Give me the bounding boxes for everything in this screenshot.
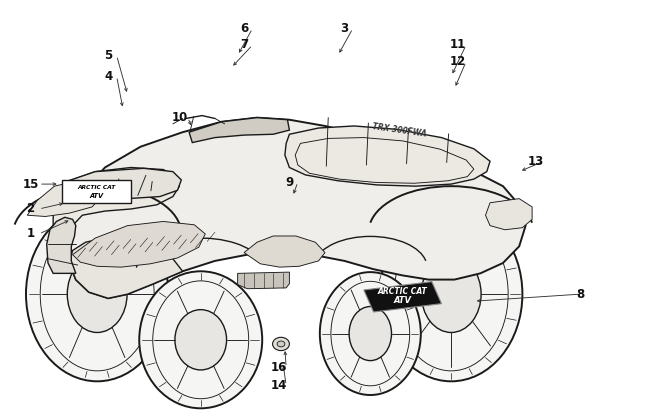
Ellipse shape [277,341,285,347]
Ellipse shape [68,256,127,332]
Text: 15: 15 [22,178,39,191]
Ellipse shape [175,310,227,370]
Polygon shape [66,117,526,298]
Polygon shape [70,238,183,298]
Ellipse shape [320,272,421,395]
Text: 11: 11 [450,38,466,51]
FancyBboxPatch shape [62,179,131,203]
Polygon shape [285,126,490,186]
Text: TRX 300FWA: TRX 300FWA [372,122,427,138]
Ellipse shape [272,337,289,351]
Polygon shape [73,222,205,267]
Text: 10: 10 [171,111,187,124]
Polygon shape [47,217,76,273]
Text: 12: 12 [450,55,466,68]
Text: ATV: ATV [90,193,104,199]
Text: 2: 2 [27,202,34,216]
Text: 16: 16 [270,361,287,374]
Text: 1: 1 [27,227,34,240]
Text: 7: 7 [240,38,248,51]
Text: ARCTIC CAT: ARCTIC CAT [378,287,428,296]
Ellipse shape [139,271,262,408]
Polygon shape [364,282,441,312]
Polygon shape [53,168,179,250]
Ellipse shape [380,207,523,381]
Polygon shape [27,182,101,217]
Text: 9: 9 [285,176,294,189]
Ellipse shape [421,256,481,332]
Text: 5: 5 [104,49,112,62]
Polygon shape [189,117,289,143]
Text: 14: 14 [270,379,287,392]
Text: ATV: ATV [394,296,411,306]
Polygon shape [244,236,325,267]
Text: 13: 13 [527,155,543,168]
Text: 4: 4 [104,70,112,83]
Ellipse shape [349,306,391,361]
Text: 6: 6 [240,22,248,35]
Polygon shape [238,272,289,289]
Text: 8: 8 [577,288,585,301]
Text: ARCTIC CAT: ARCTIC CAT [78,186,116,191]
Text: 3: 3 [341,22,348,35]
Polygon shape [65,168,181,199]
Ellipse shape [26,207,168,381]
Polygon shape [486,199,532,230]
